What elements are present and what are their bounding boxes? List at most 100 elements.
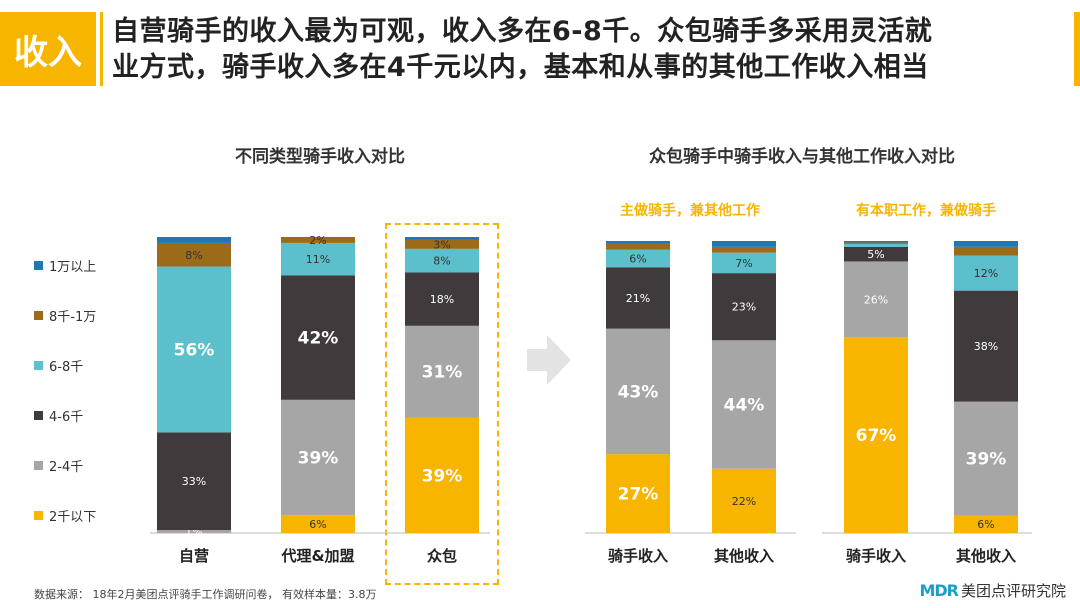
left-chart-1-data-label-0: 6% — [309, 518, 326, 531]
left-chart-1-category-label: 代理&加盟 — [280, 547, 354, 565]
right-chart-g0-1-data-label-0: 22% — [732, 495, 756, 508]
right-chart-g0-0-bar-seg-2 — [606, 267, 670, 329]
right-chart-g1-0-bar-seg-3 — [844, 243, 908, 247]
group-label-main-rider: 主做骑手，兼其他工作 — [620, 203, 760, 219]
right-chart-g0-0-bar-seg-0 — [606, 454, 670, 533]
right-chart-g0-0-data-label-2: 21% — [626, 292, 650, 305]
legend-swatch — [34, 310, 43, 320]
right-chart-g1-1-bar-seg-1 — [954, 401, 1018, 516]
left-chart-1-bar-seg-1 — [281, 399, 355, 516]
left-chart-1-bar-seg-2 — [281, 275, 355, 400]
right-chart-g1-0-bar-seg-0 — [844, 337, 908, 533]
left-chart-2-bar-seg-1 — [405, 325, 479, 418]
right-chart-g0-1-bar-seg-3 — [712, 252, 776, 274]
right-chart-g0-1-data-label-2: 23% — [732, 301, 756, 314]
left-chart-0-category-label: 自营 — [179, 547, 209, 565]
left-chart-1-data-label-2: 42% — [298, 329, 339, 349]
left-chart-0-bar-seg-3 — [157, 266, 231, 433]
right-chart-g0-0-category-label: 骑手收入 — [608, 547, 668, 565]
right-chart-g1-0-bar-seg-4 — [844, 242, 908, 244]
right-chart-g0-0-bar-seg-1 — [606, 328, 670, 455]
left-chart-title: 不同类型骑手收入对比 — [235, 147, 405, 167]
right-chart-g1-0-data-label-1: 26% — [864, 293, 888, 306]
left-chart-2-data-label-1: 31% — [422, 363, 463, 383]
right-chart-g1-1-bar-seg-4 — [954, 246, 1018, 256]
left-chart-1-bar-seg-4 — [281, 237, 355, 243]
legend-item-2k-below: 2千以下 — [34, 490, 96, 540]
right-chart-g1-1-data-label-1: 39% — [966, 450, 1007, 470]
right-chart-g0-1-bar-seg-1 — [712, 340, 776, 469]
legend-swatch — [34, 260, 43, 270]
left-chart-0-bar-seg-5 — [157, 237, 231, 243]
right-chart-title: 众包骑手中骑手收入与其他工作收入对比 — [649, 147, 955, 167]
data-source-note: 数据来源： 18年2月美团点评骑手工作调研问卷， 有效样本量：3.8万 — [34, 588, 377, 601]
right-chart-g1-0-data-label-2: 5% — [867, 248, 884, 261]
left-chart-2-bar-seg-0 — [405, 417, 479, 533]
legend-item-2-4k: 2-4千 — [34, 440, 96, 490]
header-separator — [100, 12, 103, 86]
legend-label: 2-4千 — [49, 459, 84, 475]
right-chart-g1-1-bar-seg-5 — [954, 241, 1018, 247]
right-chart-g0-1-bar-seg-5 — [712, 241, 776, 247]
right-chart-g0-1-data-label-3: 7% — [735, 257, 752, 270]
arrow-right-icon — [527, 335, 571, 385]
right-chart-g0-1-bar-seg-2 — [712, 273, 776, 341]
left-chart-1-data-label-1: 39% — [298, 449, 339, 469]
left-chart-2-data-label-4: 3% — [433, 238, 450, 251]
logo-mark: MDR — [919, 581, 959, 600]
left-chart-0-bar-seg-1 — [157, 530, 231, 533]
right-chart-g0-0-data-label-3: 6% — [629, 253, 646, 266]
legend-label: 2千以下 — [49, 509, 97, 525]
left-chart-1-data-label-3: 11% — [306, 253, 330, 266]
right-chart-g0-1-category-label: 其他收入 — [714, 547, 774, 565]
legend-swatch — [34, 510, 43, 520]
headline-line-1: 自营骑手的收入最为可观，收入多在6-8千。众包骑手多采用灵活就 — [112, 16, 933, 47]
legend-item-4-6k: 4-6千 — [34, 390, 96, 440]
left-chart-2-bar-seg-2 — [405, 272, 479, 326]
legend-label: 1万以上 — [49, 259, 97, 275]
right-chart-g1-0-data-label-0: 67% — [856, 426, 897, 446]
left-chart-2-bar-seg-5 — [405, 237, 479, 240]
right-chart-g1-1-data-label-0: 6% — [977, 518, 994, 531]
left-chart-1-bar-seg-3 — [281, 242, 355, 276]
right-chart-g1-0-bar-seg-5 — [844, 241, 908, 243]
right-chart-g0-0-data-label-0: 27% — [618, 485, 659, 505]
right-chart-g1-1-data-label-3: 12% — [974, 267, 998, 280]
right-chart-g0-0-bar-seg-4 — [606, 243, 670, 250]
right-chart-g0-0-bar-seg-5 — [606, 241, 670, 244]
right-chart-g0-1-bar-seg-0 — [712, 468, 776, 533]
left-chart-1-data-label-4: 2% — [309, 234, 326, 247]
header-tag: 收入 — [0, 12, 96, 86]
group-label-part-time-rider: 有本职工作，兼做骑手 — [856, 203, 996, 219]
right-chart-g1-1-category-label: 其他收入 — [956, 547, 1016, 565]
left-chart-1-bar-seg-0 — [281, 515, 355, 533]
legend-swatch — [34, 460, 43, 470]
right-chart-g0-1-bar-seg-4 — [712, 246, 776, 253]
legend-label: 8千-1万 — [49, 309, 97, 325]
left-chart-0-bar-seg-4 — [157, 242, 231, 267]
legend-label: 4-6千 — [49, 409, 84, 425]
right-chart-g0-1-data-label-1: 44% — [724, 396, 765, 416]
legend-swatch — [34, 410, 43, 420]
right-chart-g1-1-bar-seg-3 — [954, 255, 1018, 291]
right-chart-g1-1-bar-seg-2 — [954, 290, 1018, 402]
legend-item-6-8k: 6-8千 — [34, 340, 96, 390]
right-chart-g0-0-data-label-1: 43% — [618, 382, 659, 402]
left-chart-2-data-label-0: 39% — [422, 466, 463, 486]
left-chart-2-category-label: 众包 — [427, 547, 457, 565]
right-chart-g0-0-bar-seg-3 — [606, 249, 670, 268]
left-chart-2-data-label-2: 18% — [430, 293, 454, 306]
right-chart-g1-1-data-label-2: 38% — [974, 340, 998, 353]
left-chart-0-data-label-3: 56% — [174, 340, 215, 360]
left-chart-0-data-label-4: 8% — [185, 249, 202, 262]
legend-swatch — [34, 360, 43, 370]
left-chart-2-data-label-3: 8% — [433, 255, 450, 268]
right-chart-g1-1-bar-seg-0 — [954, 515, 1018, 533]
footer-logo: MDR 美团点评研究院 — [919, 580, 1066, 601]
highlight-box-crowdsourcing — [385, 223, 499, 585]
logo-text: 美团点评研究院 — [960, 582, 1066, 600]
left-chart-0-data-label-2: 33% — [182, 475, 206, 488]
headline: 自营骑手的收入最为可观，收入多在6-8千。众包骑手多采用灵活就 业方式，骑手收入… — [112, 14, 1062, 86]
legend-item-8k-1w: 8千-1万 — [34, 290, 96, 340]
